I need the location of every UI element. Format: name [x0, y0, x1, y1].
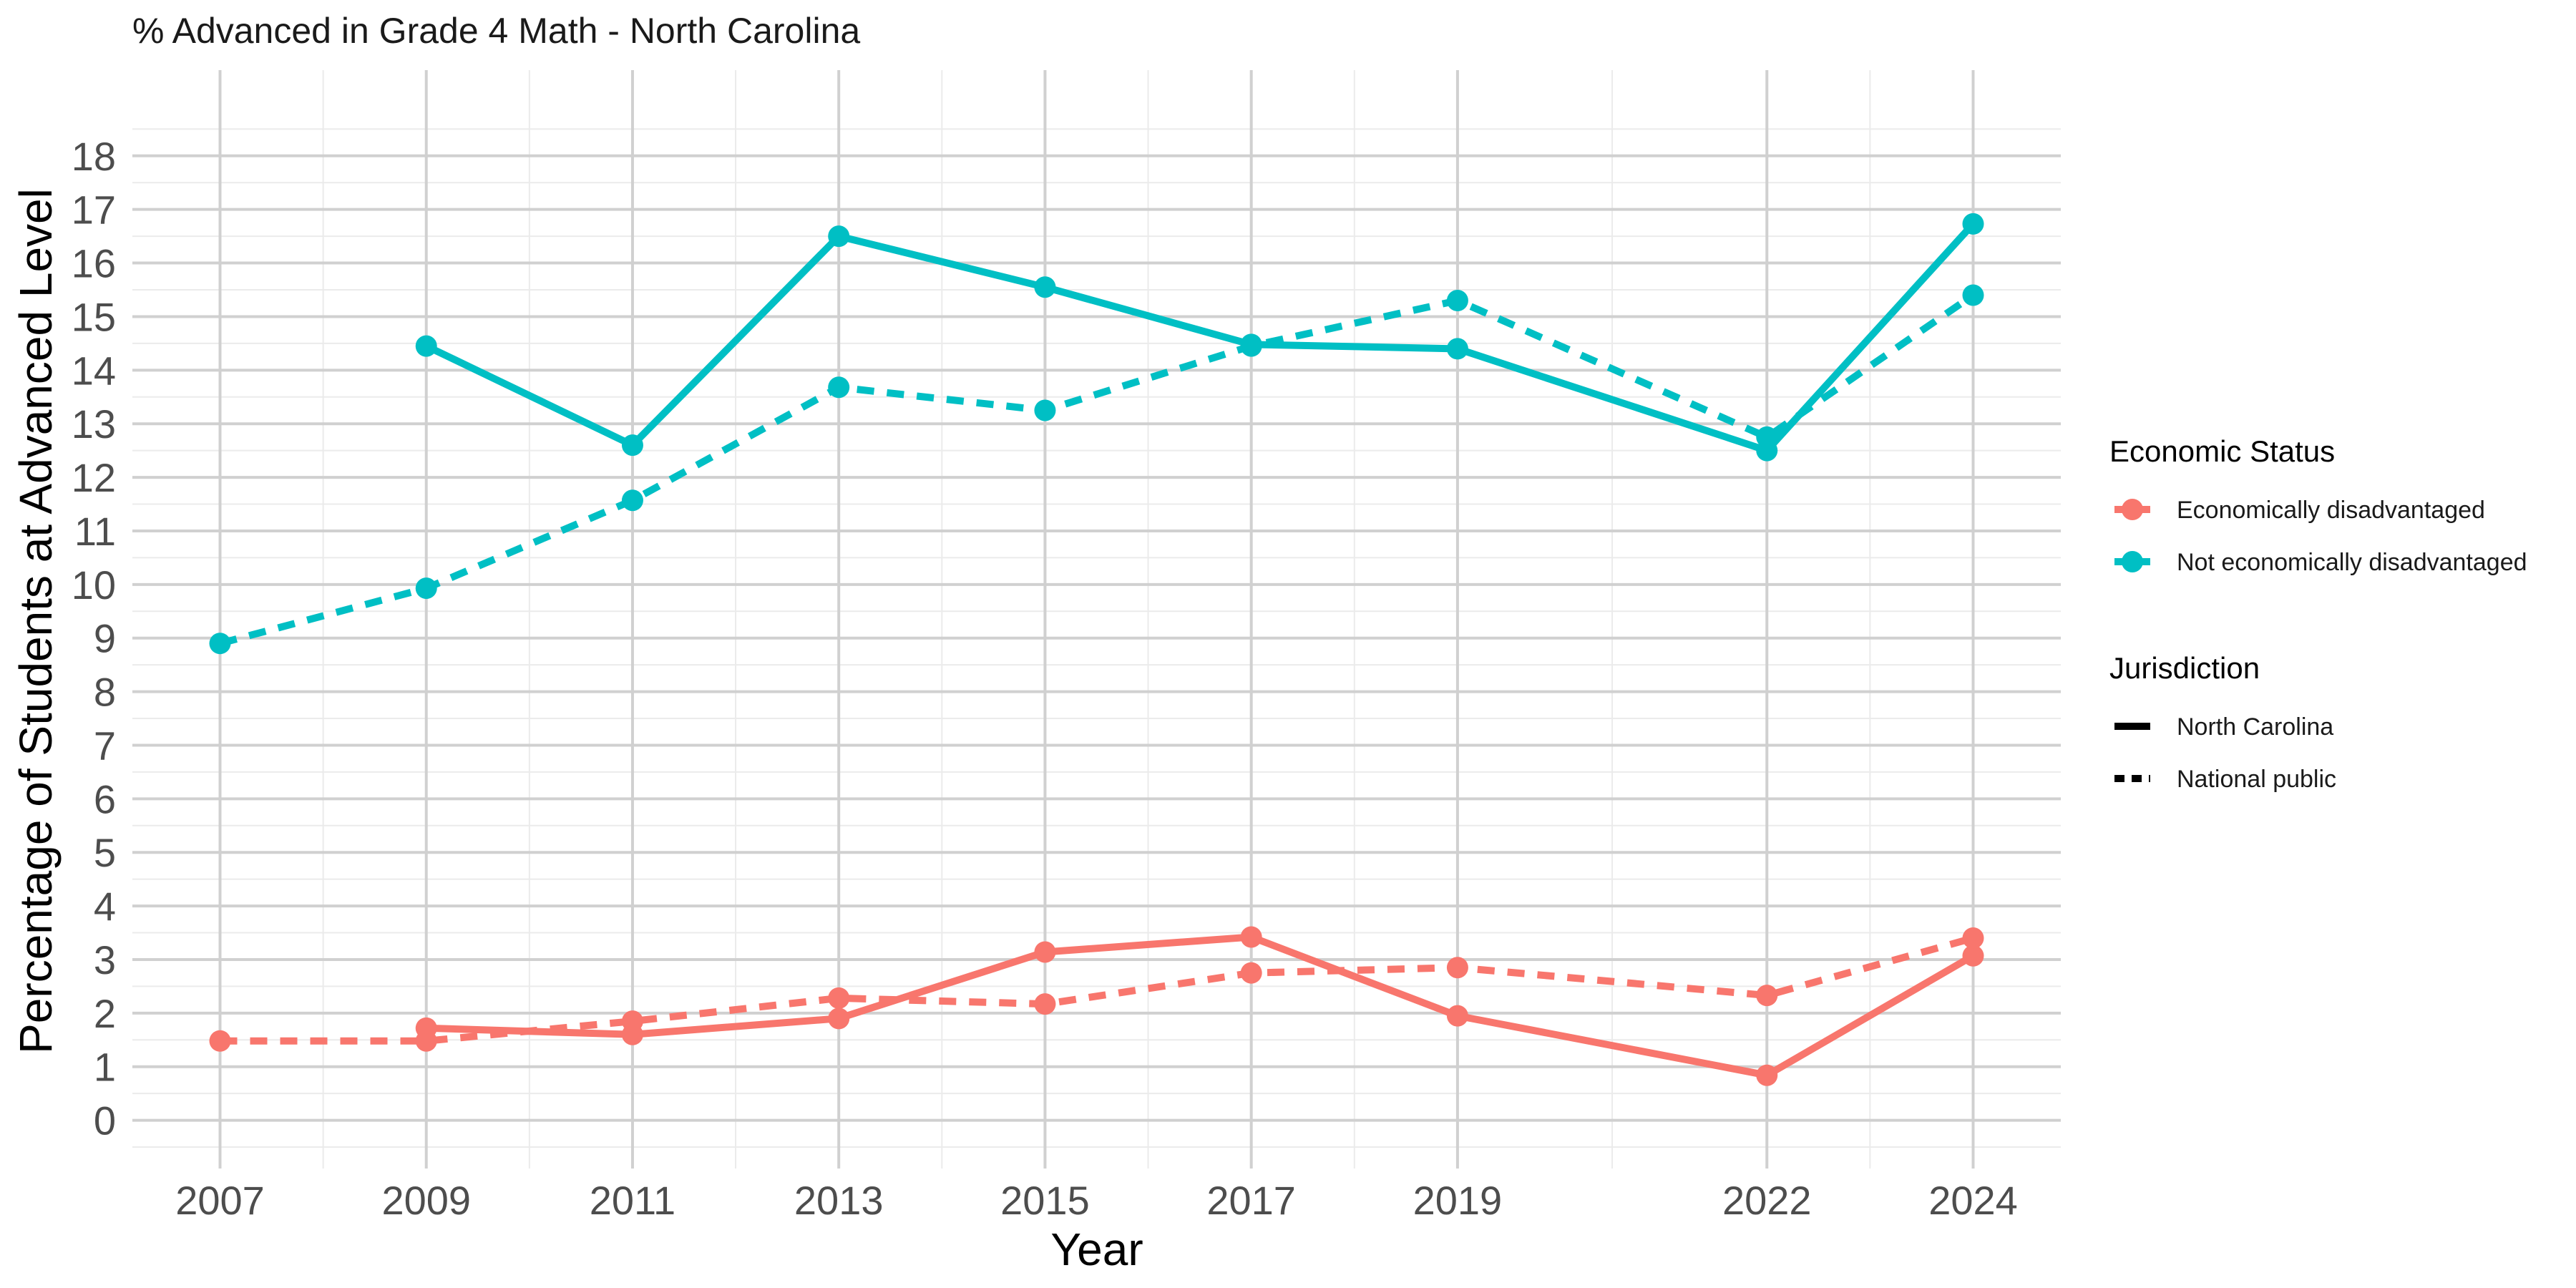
data-point: [415, 335, 437, 357]
y-tick-label: 1: [94, 1045, 116, 1090]
data-point: [1034, 276, 1056, 298]
data-point: [1240, 335, 1262, 357]
data-point: [828, 376, 850, 399]
legend-linetype-title: Jurisdiction: [2109, 651, 2260, 685]
legend: Economic Status Economically disadvantag…: [2109, 434, 2527, 793]
data-point: [1034, 941, 1056, 963]
y-tick-label: 13: [72, 401, 116, 447]
y-tick-label: 7: [94, 723, 116, 768]
series-line: [426, 933, 1976, 1079]
x-tick-label: 2017: [1206, 1178, 1296, 1223]
data-point: [621, 434, 643, 457]
y-tick-label: 14: [72, 348, 116, 393]
y-tick-label: 15: [72, 294, 116, 339]
legend-label: North Carolina: [2177, 713, 2333, 741]
x-tick-label: 2009: [381, 1178, 471, 1223]
x-axis-ticks: 2007 2009 2011 2013 2015 2017 2019 2022 2024: [175, 1178, 2018, 1223]
data-point: [828, 1008, 850, 1030]
data-point: [1756, 985, 1778, 1007]
x-tick-label: 2013: [794, 1178, 884, 1223]
data-point: [1034, 399, 1056, 421]
legend-color-key-point: [2122, 551, 2143, 572]
data-point: [1034, 993, 1056, 1015]
x-tick-label: 2007: [175, 1178, 265, 1223]
data-point: [1446, 289, 1468, 311]
data-point: [1756, 426, 1778, 448]
y-tick-label: 18: [72, 134, 116, 179]
y-tick-label: 0: [94, 1098, 116, 1143]
x-tick-label: 2011: [590, 1178, 675, 1223]
legend-label: National public: [2177, 766, 2336, 793]
data-point: [1240, 926, 1262, 948]
series-line: [424, 221, 1976, 454]
legend-color-key-point: [2122, 499, 2143, 520]
series-points: [209, 213, 1984, 1086]
y-tick-label: 9: [94, 616, 116, 661]
data-point: [415, 1030, 437, 1052]
minor-gridlines: [132, 70, 2061, 1169]
data-point: [621, 1010, 643, 1033]
y-tick-label: 8: [94, 670, 116, 715]
data-point: [828, 225, 850, 248]
data-point: [209, 1030, 231, 1052]
data-point: [1962, 213, 1984, 235]
data-point: [621, 489, 643, 512]
data-point: [1446, 1005, 1468, 1027]
x-tick-label: 2024: [1928, 1178, 2018, 1223]
data-point: [209, 633, 231, 655]
y-tick-label: 17: [72, 187, 116, 233]
y-tick-label: 16: [72, 241, 116, 286]
legend-label: Economically disadvantaged: [2177, 497, 2485, 524]
data-point: [1446, 338, 1468, 360]
data-point: [1962, 945, 1984, 967]
y-tick-label: 10: [72, 562, 116, 608]
legend-label: Not economically disadvantaged: [2177, 549, 2527, 576]
data-point: [828, 987, 850, 1009]
data-point: [1756, 1064, 1778, 1086]
data-point: [1240, 962, 1262, 984]
y-tick-label: 4: [94, 884, 116, 929]
data-point: [415, 577, 437, 600]
x-tick-label: 2015: [1000, 1178, 1090, 1223]
major-gridlines: [132, 70, 2061, 1169]
x-tick-label: 2022: [1722, 1178, 1812, 1223]
x-tick-label: 2019: [1413, 1178, 1503, 1223]
data-point: [1446, 957, 1468, 979]
data-point: [1962, 927, 1984, 950]
x-axis-title: Year: [1050, 1224, 1143, 1275]
y-tick-label: 6: [94, 776, 116, 821]
y-tick-label: 3: [94, 937, 116, 982]
legend-color-title: Economic Status: [2109, 434, 2335, 468]
y-tick-label: 11: [74, 509, 116, 554]
y-axis-title: Percentage of Students at Advanced Level: [10, 188, 62, 1054]
chart-title: % Advanced in Grade 4 Math - North Carol…: [132, 11, 860, 51]
y-tick-label: 12: [72, 455, 116, 500]
y-tick-label: 5: [94, 830, 116, 875]
data-point: [1962, 284, 1984, 306]
y-tick-label: 2: [94, 991, 116, 1036]
